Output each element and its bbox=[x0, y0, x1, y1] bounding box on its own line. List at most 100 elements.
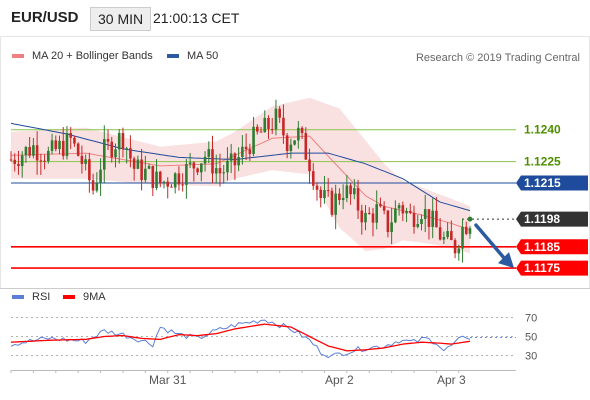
price-badge-1.1215: 1.1215 bbox=[516, 175, 588, 191]
price-badge-text: 1.1198 bbox=[524, 212, 560, 226]
candle-body bbox=[468, 228, 472, 234]
candle-body bbox=[453, 240, 457, 254]
research-credit: Research © 2019 Trading Central bbox=[415, 52, 580, 64]
candle-body bbox=[110, 141, 114, 158]
candle-body bbox=[125, 148, 128, 150]
candle-body bbox=[233, 153, 237, 166]
candle bbox=[326, 178, 330, 197]
candle bbox=[319, 186, 323, 208]
candle bbox=[177, 166, 181, 191]
candle-body bbox=[356, 188, 360, 211]
candle bbox=[207, 141, 211, 164]
candle bbox=[69, 127, 73, 150]
price-badge-text: 1.1175 bbox=[524, 261, 560, 275]
rsi-series-9MA bbox=[10, 323, 471, 352]
candle bbox=[308, 148, 311, 184]
candle-body bbox=[315, 185, 319, 190]
candle-body bbox=[382, 206, 386, 211]
candle bbox=[431, 198, 434, 239]
candle-body bbox=[334, 193, 337, 215]
candle bbox=[132, 156, 136, 181]
candle-body bbox=[35, 145, 39, 161]
candle-body bbox=[461, 226, 464, 249]
candle bbox=[88, 152, 91, 193]
candle-body bbox=[136, 159, 140, 169]
candle-body bbox=[99, 169, 102, 184]
candle-body bbox=[446, 231, 449, 238]
candle-body bbox=[61, 140, 65, 157]
candle bbox=[349, 183, 352, 205]
candle-body bbox=[338, 193, 341, 201]
candle-body bbox=[237, 157, 240, 166]
candle-body bbox=[121, 133, 125, 149]
candle-body bbox=[76, 143, 80, 156]
candle bbox=[267, 115, 270, 139]
time-axis-label: Apr 2 bbox=[325, 373, 354, 387]
candle-body bbox=[457, 248, 461, 254]
price-badge-bg bbox=[516, 175, 588, 191]
candle-body bbox=[289, 144, 293, 151]
candle bbox=[65, 126, 69, 160]
candles bbox=[9, 99, 472, 263]
candle bbox=[129, 135, 132, 168]
symbol-title: EUR/USD bbox=[11, 9, 79, 26]
time-axis-label: Mar 31 bbox=[149, 373, 187, 387]
candle-body bbox=[54, 140, 58, 150]
candle-body bbox=[401, 205, 405, 214]
legend-rsi: RSI bbox=[12, 291, 50, 303]
candle bbox=[420, 214, 423, 231]
candle-body bbox=[211, 149, 214, 174]
candle-body bbox=[177, 173, 181, 185]
candle-body bbox=[285, 135, 289, 151]
candle bbox=[13, 153, 17, 172]
candle bbox=[345, 174, 349, 203]
candle-body bbox=[226, 160, 229, 173]
legend-9ma: 9MA bbox=[63, 291, 106, 303]
price-badge-text: 1.1225 bbox=[524, 155, 561, 169]
candle-body bbox=[319, 189, 323, 199]
candle-body bbox=[274, 108, 278, 130]
candle bbox=[423, 194, 427, 233]
price-badge-1.1185: 1.1185 bbox=[516, 239, 588, 255]
candle bbox=[278, 106, 281, 123]
candle-body bbox=[270, 129, 274, 131]
candle-body bbox=[241, 146, 244, 158]
price-badge-1.1198: 1.1198 bbox=[516, 211, 588, 227]
candle-body bbox=[326, 190, 330, 192]
rsi-legend: RSI 9MA bbox=[0, 291, 300, 307]
timeframe-badge[interactable]: 30 MIN bbox=[90, 7, 152, 31]
candle-body bbox=[39, 160, 43, 162]
candle bbox=[356, 179, 360, 220]
bollinger-band bbox=[11, 97, 470, 254]
candle bbox=[24, 145, 28, 163]
candle bbox=[401, 201, 405, 222]
candle bbox=[229, 143, 233, 174]
candle-body bbox=[47, 150, 50, 162]
candle bbox=[61, 127, 65, 160]
legend-rsi-label: RSI bbox=[32, 291, 51, 303]
candle-body bbox=[84, 159, 87, 164]
candle-body bbox=[185, 164, 188, 185]
candle bbox=[289, 138, 293, 159]
candle bbox=[173, 172, 177, 194]
candle bbox=[397, 202, 401, 216]
candle-body bbox=[450, 231, 453, 241]
candle-body bbox=[367, 212, 371, 214]
candle bbox=[464, 221, 468, 236]
candle-body bbox=[32, 145, 35, 156]
candle bbox=[438, 218, 442, 241]
candle bbox=[166, 177, 170, 199]
candle bbox=[35, 131, 39, 175]
candle-body bbox=[304, 132, 308, 160]
candle bbox=[73, 135, 76, 147]
legend-bollinger: MA 20 + Bollinger Bands bbox=[12, 50, 153, 62]
candle bbox=[28, 136, 31, 159]
candle-body bbox=[353, 188, 356, 195]
candle-body bbox=[200, 163, 203, 173]
candle bbox=[270, 117, 274, 135]
candle bbox=[200, 163, 203, 182]
chart-header: EUR/USD 30 MIN 21:00:13 CET bbox=[0, 0, 590, 36]
timestamp: 21:00:13 CET bbox=[153, 10, 240, 26]
candle-body bbox=[435, 210, 438, 228]
